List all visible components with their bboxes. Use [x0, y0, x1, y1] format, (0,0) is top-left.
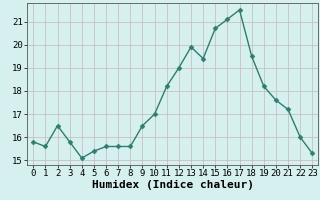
X-axis label: Humidex (Indice chaleur): Humidex (Indice chaleur): [92, 180, 254, 190]
